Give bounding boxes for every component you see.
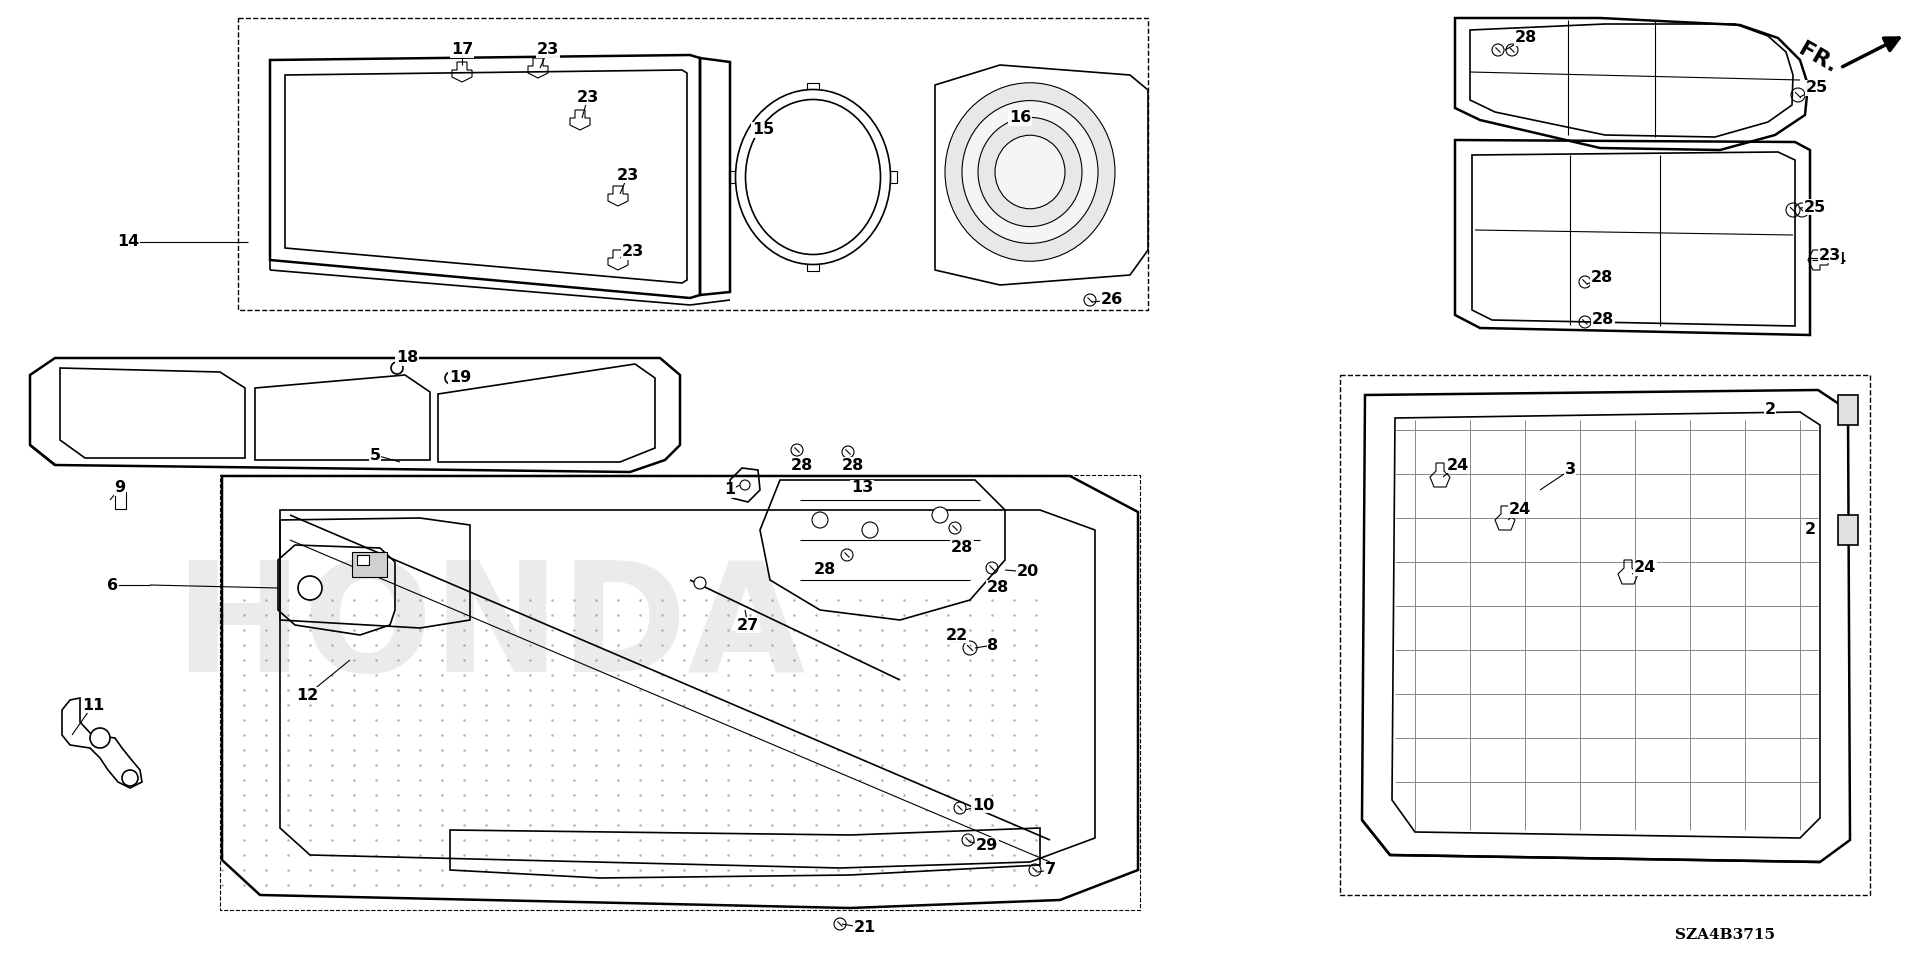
Ellipse shape bbox=[745, 100, 881, 254]
Circle shape bbox=[812, 512, 828, 528]
Text: HONDA: HONDA bbox=[175, 555, 804, 705]
Text: 28: 28 bbox=[987, 580, 1010, 596]
Text: 28: 28 bbox=[1515, 31, 1538, 45]
Text: 13: 13 bbox=[851, 480, 874, 496]
Bar bbox=[357, 555, 369, 565]
Bar bbox=[115, 492, 127, 509]
Text: 23: 23 bbox=[538, 42, 559, 58]
Text: 2: 2 bbox=[1805, 523, 1816, 537]
Text: 28: 28 bbox=[814, 563, 835, 577]
Ellipse shape bbox=[977, 117, 1083, 226]
Text: 20: 20 bbox=[1018, 565, 1039, 579]
Text: 23: 23 bbox=[622, 245, 643, 260]
Text: 3: 3 bbox=[1565, 462, 1576, 478]
Text: 1: 1 bbox=[724, 482, 735, 498]
Circle shape bbox=[123, 770, 138, 786]
Text: 5: 5 bbox=[369, 448, 380, 462]
Text: 4: 4 bbox=[1834, 252, 1845, 268]
Text: 22: 22 bbox=[947, 627, 968, 643]
Text: 28: 28 bbox=[1592, 313, 1615, 328]
Text: 12: 12 bbox=[296, 688, 319, 703]
Ellipse shape bbox=[962, 101, 1098, 244]
Text: 25: 25 bbox=[1807, 81, 1828, 96]
Text: 29: 29 bbox=[975, 837, 998, 853]
Circle shape bbox=[693, 577, 707, 589]
Text: 26: 26 bbox=[1100, 292, 1123, 308]
Circle shape bbox=[739, 480, 751, 490]
Text: 10: 10 bbox=[972, 798, 995, 812]
Text: 17: 17 bbox=[451, 42, 472, 58]
Text: 8: 8 bbox=[987, 638, 998, 652]
Text: 16: 16 bbox=[1008, 110, 1031, 126]
Text: 19: 19 bbox=[449, 370, 470, 386]
Text: 24: 24 bbox=[1634, 560, 1657, 575]
Text: 23: 23 bbox=[616, 168, 639, 182]
Circle shape bbox=[445, 372, 457, 384]
Text: 14: 14 bbox=[117, 235, 138, 249]
Circle shape bbox=[862, 522, 877, 538]
Text: 28: 28 bbox=[841, 457, 864, 473]
Text: 25: 25 bbox=[1805, 199, 1826, 215]
Text: 28: 28 bbox=[950, 541, 973, 555]
Text: 23: 23 bbox=[576, 89, 599, 105]
Text: FR.: FR. bbox=[1795, 39, 1841, 77]
Text: 23: 23 bbox=[1818, 247, 1841, 263]
Circle shape bbox=[931, 507, 948, 523]
Bar bbox=[351, 552, 388, 577]
Text: 6: 6 bbox=[108, 577, 119, 593]
Text: 18: 18 bbox=[396, 350, 419, 365]
Text: 28: 28 bbox=[1592, 270, 1613, 286]
Bar bbox=[1837, 515, 1859, 545]
Text: 15: 15 bbox=[753, 123, 774, 137]
Text: 7: 7 bbox=[1044, 862, 1056, 877]
Text: 24: 24 bbox=[1448, 457, 1469, 473]
Text: 9: 9 bbox=[115, 480, 125, 496]
Ellipse shape bbox=[735, 89, 891, 265]
Text: 27: 27 bbox=[737, 618, 758, 633]
Text: 11: 11 bbox=[83, 697, 104, 713]
Text: 21: 21 bbox=[854, 921, 876, 935]
Text: 2: 2 bbox=[1764, 403, 1776, 417]
Bar bbox=[1837, 395, 1859, 425]
Circle shape bbox=[90, 728, 109, 748]
Text: 28: 28 bbox=[791, 457, 814, 473]
Ellipse shape bbox=[945, 82, 1116, 261]
Circle shape bbox=[298, 576, 323, 600]
Circle shape bbox=[392, 362, 403, 374]
Ellipse shape bbox=[995, 135, 1066, 209]
Text: SZA4B3715: SZA4B3715 bbox=[1674, 928, 1774, 942]
Text: 24: 24 bbox=[1509, 503, 1530, 518]
